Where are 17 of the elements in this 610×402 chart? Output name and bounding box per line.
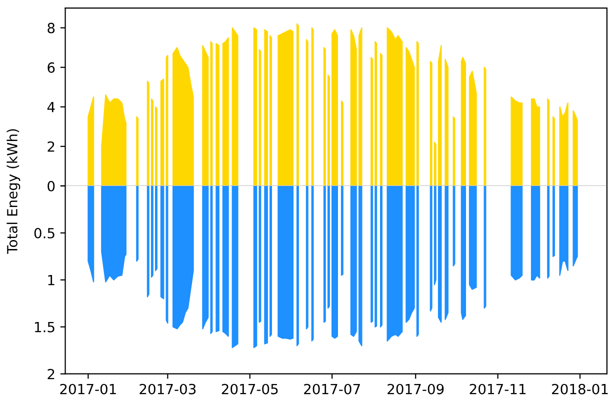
y-tick-label: 1.5 (34, 322, 54, 332)
x-tick-label: 2017-11 (470, 384, 526, 394)
y-tick-label: 8 (48, 22, 55, 34)
y-tick-label: 0.5 (34, 228, 54, 238)
y-tick-label: 1 (48, 275, 54, 286)
y-tick-label: 4 (47, 102, 55, 112)
x-tick-label: 2018-01 (552, 384, 608, 394)
y-tick-label: 2 (48, 141, 54, 152)
x-tick-label: 2017-01 (60, 384, 116, 394)
x-tick-label: 2017-05 (222, 384, 278, 394)
x-tick-label: 2017-07 (304, 384, 360, 394)
y-tick-label: 2 (48, 368, 54, 380)
y-tick-label: 6 (48, 62, 55, 73)
y-tick-label: 0 (48, 180, 55, 192)
y-axis-title: Total Enegy (kWh) (6, 129, 20, 254)
x-tick-label: 2017-03 (140, 384, 196, 394)
x-tick-label: 2017-09 (388, 384, 444, 394)
